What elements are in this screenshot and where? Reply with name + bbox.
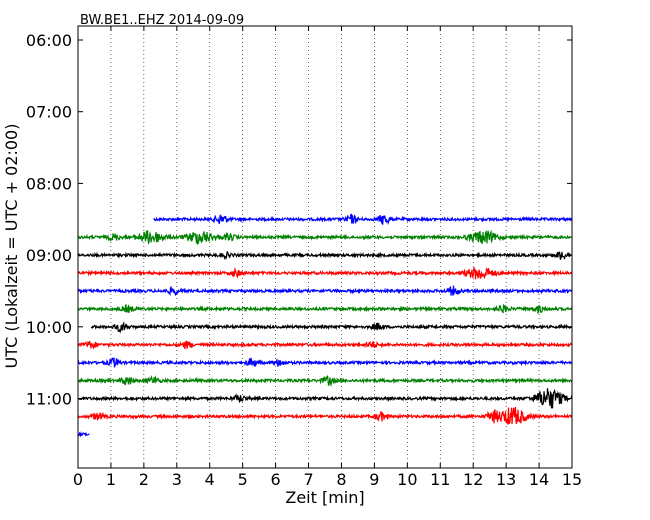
y-tick-label: 06:00 (26, 31, 72, 50)
x-tick-label: 6 (271, 470, 281, 489)
x-axis-ticks: 0 1 2 3 4 5 6 7 8 9 10 11 12 13 14 15 (73, 26, 582, 489)
traces (77, 213, 573, 438)
axes (77, 25, 573, 469)
trace-1115 (77, 406, 573, 425)
x-tick-label: 15 (562, 470, 582, 489)
trace-1015 (77, 340, 573, 350)
trace-1130 (77, 431, 90, 438)
y-axis-ticks: 06:00 07:00 08:00 09:00 10:00 11:00 (26, 31, 572, 409)
trace-1030 (77, 357, 573, 368)
x-tick-label: 14 (529, 470, 549, 489)
trace-1100 (77, 388, 573, 409)
x-tick-label: 1 (106, 470, 116, 489)
x-tick-label: 10 (397, 470, 417, 489)
y-axis-label: UTC (Lokalzeit = UTC + 02:00) (2, 124, 21, 369)
x-axis-label: Zeit [min] (285, 488, 364, 507)
trace-0830 (153, 213, 572, 226)
x-tick-label: 0 (73, 470, 83, 489)
plot-frame (77, 25, 573, 469)
chart-title: BW.BE1..EHZ 2014-09-09 (80, 13, 244, 28)
y-tick-label: 11:00 (26, 390, 72, 409)
x-tick-label: 11 (430, 470, 450, 489)
trace-1045 (77, 374, 573, 388)
x-tick-label: 7 (303, 470, 313, 489)
trace-0915 (77, 266, 573, 280)
x-tick-label: 2 (139, 470, 149, 489)
grid (110, 26, 540, 468)
x-tick-label: 12 (463, 470, 483, 489)
y-tick-label: 08:00 (26, 174, 72, 193)
x-tick-label: 5 (238, 470, 248, 489)
trace-0900 (77, 251, 573, 261)
x-tick-label: 3 (172, 470, 182, 489)
trace-0845 (77, 229, 573, 246)
x-tick-label: 4 (205, 470, 215, 489)
x-tick-label: 8 (336, 470, 346, 489)
x-tick-label: 9 (369, 470, 379, 489)
trace-0930 (77, 285, 573, 297)
y-tick-label: 10:00 (26, 318, 72, 337)
x-tick-label: 13 (496, 470, 516, 489)
trace-0945 (77, 303, 573, 315)
y-tick-label: 09:00 (26, 246, 72, 265)
y-tick-label: 07:00 (26, 103, 72, 122)
trace-1000 (90, 321, 572, 334)
